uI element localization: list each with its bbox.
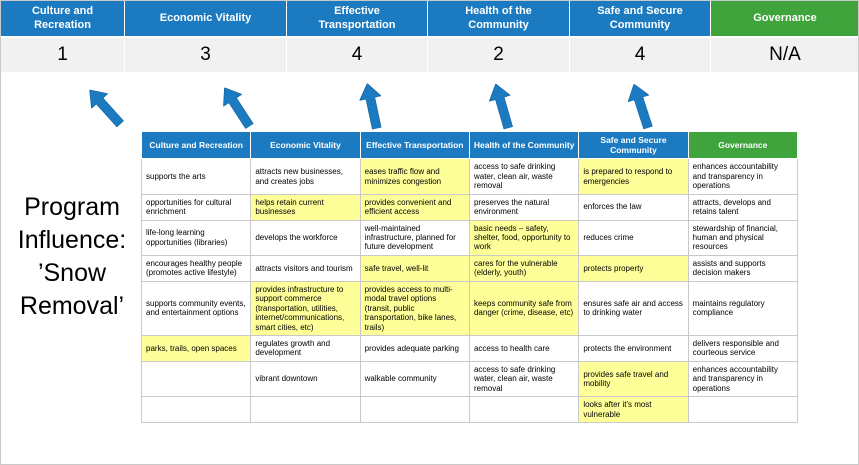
table-row: vibrant downtown walkable community access…: [140, 360, 799, 398]
matrix-cell: [140, 360, 252, 398]
matrix-cell-highlighted: parks, trails, open spaces: [140, 334, 252, 362]
matrix-cell-highlighted: provides infrastructure to support comme…: [250, 280, 361, 336]
matrix-cell: attracts, develops and retains talent: [687, 193, 799, 221]
table-row: looks after it's most vulnerable: [140, 396, 799, 423]
up-arrow-icon: [627, 83, 653, 130]
matrix-cell: supports the arts: [140, 158, 252, 195]
matrix-cell: attracts new businesses, and creates job…: [250, 158, 361, 195]
table-row: supports the arts attracts new businesses…: [140, 158, 799, 195]
matrix-cell-highlighted: protects property: [578, 254, 689, 282]
matrix-cell: opportunities for cultural enrichment: [140, 193, 252, 221]
pillar-header-safe-secure-community: Safe and Secure Community: [570, 1, 711, 37]
up-arrow-icon: [89, 89, 125, 128]
pillar-header-row: Culture and Recreation Economic Vitality…: [1, 1, 858, 37]
matrix-cell: preserves the natural environment: [468, 193, 580, 221]
matrix-body: supports the arts attracts new businesses…: [140, 158, 799, 423]
matrix-cell: [140, 396, 252, 423]
matrix-cell: enhances accountability and transparency…: [687, 158, 799, 195]
matrix-header-governance: Governance: [687, 130, 799, 160]
matrix-cell-highlighted: eases traffic flow and minimizes congest…: [359, 158, 470, 195]
pillar-header-effective-transportation: Effective Transportation: [287, 1, 428, 37]
matrix-cell: develops the workforce: [250, 219, 361, 256]
score-economic-vitality: 3: [125, 38, 287, 72]
pillar-header-economic-vitality: Economic Vitality: [125, 1, 287, 37]
table-row: parks, trails, open spaces regulates grow…: [140, 334, 799, 362]
matrix-cell: regulates growth and development: [250, 334, 361, 362]
matrix-header-safe-secure-community: Safe and Secure Community: [578, 130, 689, 160]
matrix-cell: enforces the law: [578, 193, 689, 221]
matrix-cell: [468, 396, 580, 423]
matrix-cell-highlighted: provides convenient and efficient access: [359, 193, 470, 221]
matrix-cell: stewardship of financial, human and phys…: [687, 219, 799, 256]
matrix-cell: well-maintained infrastructure, planned …: [359, 219, 470, 256]
matrix-cell-highlighted: safe travel, well-lit: [359, 254, 470, 282]
pillar-header-governance: Governance: [711, 1, 858, 37]
score-health-community: 2: [428, 38, 570, 72]
matrix-header-health-community: Health of the Community: [468, 130, 580, 160]
matrix-cell-highlighted: is prepared to respond to emergencies: [578, 158, 689, 195]
matrix-cell-highlighted: provides safe travel and mobility: [578, 360, 689, 398]
influence-matrix: Culture and Recreation Economic Vitality…: [140, 130, 799, 423]
matrix-cell-highlighted: provides access to multi-modal travel op…: [359, 280, 470, 336]
table-row: opportunities for cultural enrichment hel…: [140, 193, 799, 221]
matrix-cell-highlighted: helps retain current businesses: [250, 193, 361, 221]
matrix-cell-highlighted: basic needs – safety, shelter, food, opp…: [468, 219, 580, 256]
matrix-cell: access to safe drinking water, clean air…: [468, 360, 580, 398]
matrix-header-effective-transportation: Effective Transportation: [359, 130, 470, 160]
matrix-cell: reduces crime: [578, 219, 689, 256]
table-row: encourages healthy people (promotes acti…: [140, 254, 799, 282]
table-row: supports community events, and entertain…: [140, 280, 799, 336]
up-arrow-icon: [359, 83, 382, 130]
matrix-header-row: Culture and Recreation Economic Vitality…: [140, 130, 799, 160]
matrix-cell-highlighted: cares for the vulnerable (elderly, youth…: [468, 254, 580, 282]
matrix-cell: encourages healthy people (promotes acti…: [140, 254, 252, 282]
score-culture-recreation: 1: [1, 38, 125, 72]
matrix-cell: attracts visitors and tourism: [250, 254, 361, 282]
matrix-cell: access to safe drinking water, clean air…: [468, 158, 580, 195]
program-influence-title: Program Influence: ’Snow Removal’: [17, 193, 127, 320]
matrix-cell: vibrant downtown: [250, 360, 361, 398]
pillar-header-health-community: Health of the Community: [428, 1, 570, 37]
matrix-cell: [359, 396, 470, 423]
matrix-cell: delivers responsible and courteous servi…: [687, 334, 799, 362]
matrix-cell: access to health care: [468, 334, 580, 362]
matrix-header-culture-recreation: Culture and Recreation: [140, 130, 252, 160]
matrix-cell: life-long learning opportunities (librar…: [140, 219, 252, 256]
score-safe-secure-community: 4: [570, 38, 711, 72]
table-row: life-long learning opportunities (librar…: [140, 219, 799, 256]
matrix-cell: supports community events, and entertain…: [140, 280, 252, 336]
score-governance: N/A: [711, 38, 858, 72]
matrix-cell-highlighted: looks after it's most vulnerable: [578, 396, 689, 423]
matrix-cell: maintains regulatory compliance: [687, 280, 799, 336]
matrix-cell: enhances accountability and transparency…: [687, 360, 799, 398]
pillar-header-culture-recreation: Culture and Recreation: [1, 1, 125, 37]
matrix-cell: [687, 396, 799, 423]
matrix-cell: assists and supports decision makers: [687, 254, 799, 282]
matrix-cell: [250, 396, 361, 423]
score-effective-transportation: 4: [287, 38, 428, 72]
matrix-cell-highlighted: keeps community safe from danger (crime,…: [468, 280, 580, 336]
matrix-cell: ensures safe air and access to drinking …: [578, 280, 689, 336]
matrix-header-economic-vitality: Economic Vitality: [250, 130, 361, 160]
score-row: 1 3 4 2 4 N/A: [1, 38, 858, 72]
up-arrow-icon: [488, 83, 514, 130]
matrix-cell: protects the environment: [578, 334, 689, 362]
matrix-cell: walkable community: [359, 360, 470, 398]
matrix-cell: provides adequate parking: [359, 334, 470, 362]
up-arrow-icon: [223, 87, 254, 130]
